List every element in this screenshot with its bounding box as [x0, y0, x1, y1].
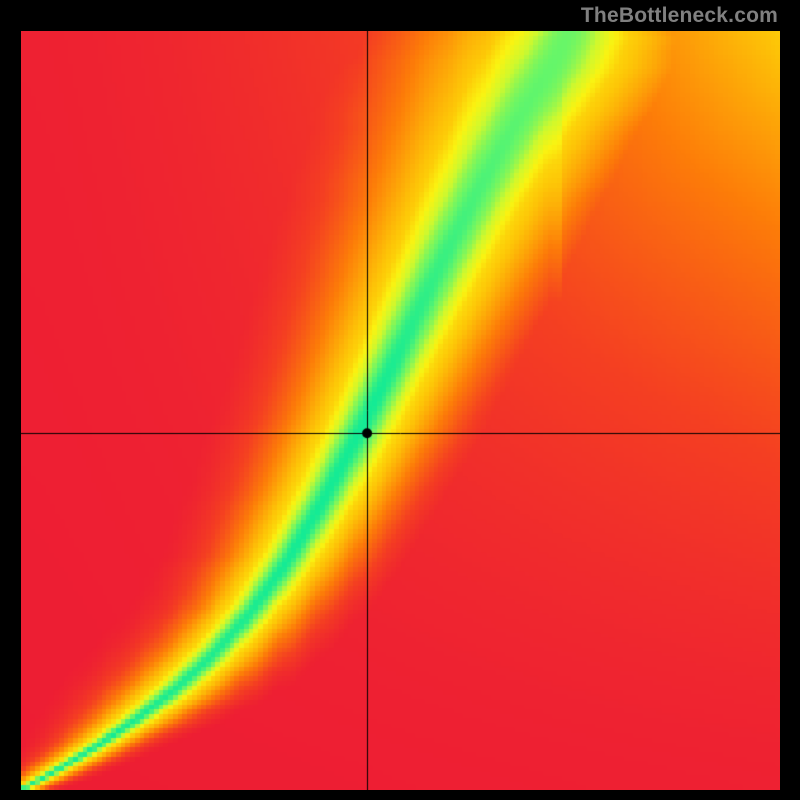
- chart-container: TheBottleneck.com: [0, 0, 800, 800]
- heatmap-plot: [21, 31, 780, 790]
- watermark-text: TheBottleneck.com: [581, 4, 778, 28]
